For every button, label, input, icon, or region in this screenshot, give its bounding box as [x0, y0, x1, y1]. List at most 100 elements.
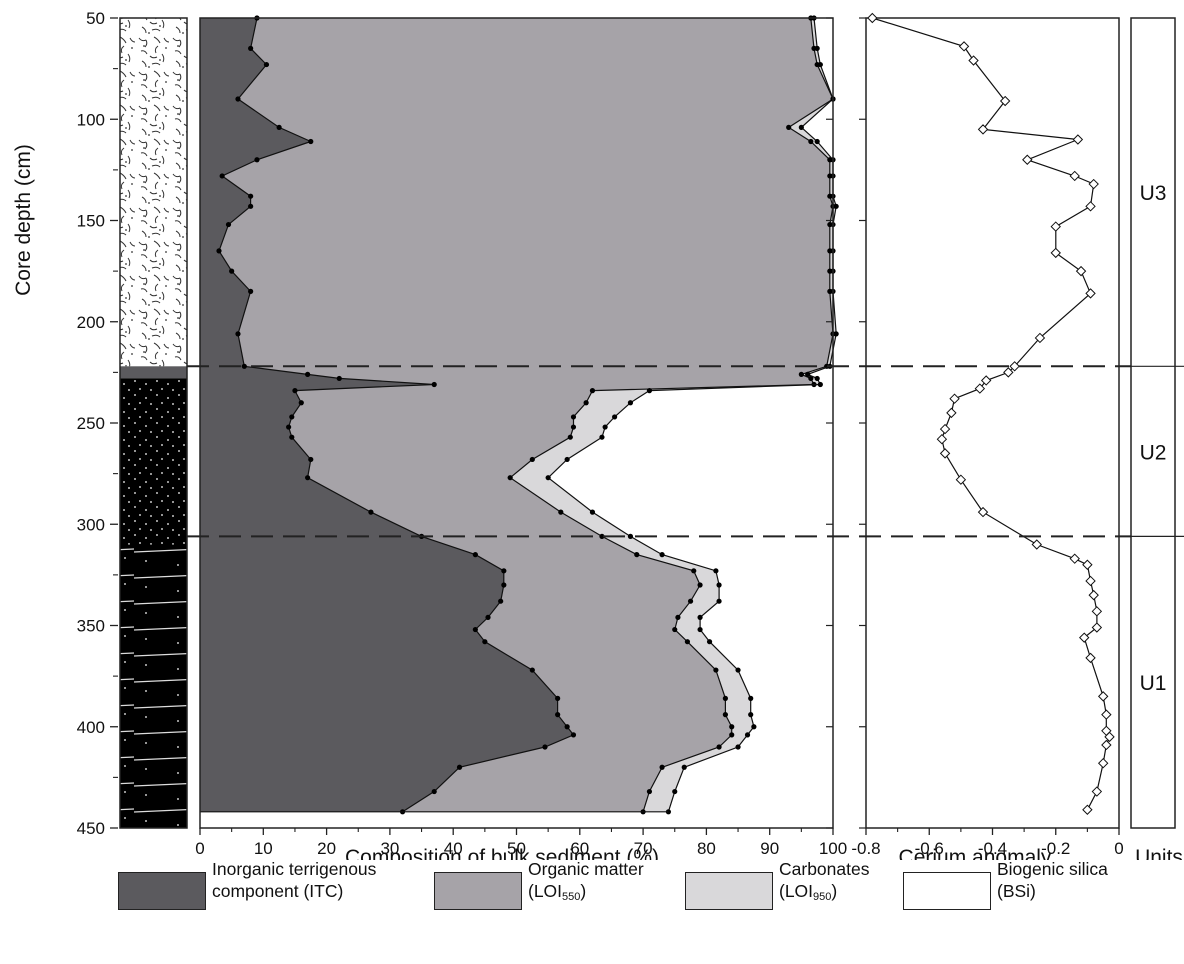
point-carbonates [665, 809, 672, 815]
y-tick-label: 250 [77, 414, 105, 433]
units-column: U3 U2 U1 [1130, 17, 1176, 829]
cerium-x-tick-label: -0.4 [978, 839, 1007, 858]
point-carbonates [751, 724, 757, 730]
cerium-point [980, 375, 992, 386]
cerium-point [1097, 691, 1109, 702]
point-organic [570, 414, 577, 420]
x-axis-title: Composition of bulk sediment (%) [345, 846, 659, 860]
legend-swatch-carbonates [685, 872, 773, 910]
point-itc [248, 288, 254, 294]
cerium-x-tick-label: -0.2 [1041, 839, 1070, 858]
cerium-point [977, 124, 989, 135]
legend-label-bsi: Biogenic silica (BSi) [997, 859, 1108, 901]
units-title: Units [1135, 846, 1183, 860]
cerium-point [1101, 739, 1112, 751]
y-tick-label: 150 [77, 212, 105, 231]
cerium-point [958, 41, 970, 52]
point-organic [722, 712, 728, 718]
cerium-point [977, 506, 989, 518]
point-itc [225, 221, 232, 228]
legend-swatch-organic [434, 872, 522, 910]
composition-lines [200, 15, 839, 815]
point-itc [431, 381, 437, 388]
point-itc [241, 363, 247, 369]
point-carbonates [744, 732, 751, 738]
point-carbonates [599, 434, 605, 440]
point-itc [235, 331, 241, 337]
point-carbonates [833, 203, 839, 209]
point-carbonates [735, 744, 741, 750]
x-tick-label: 30 [380, 839, 399, 858]
unit-label-u3: U3 [1140, 182, 1167, 205]
point-carbonates [612, 414, 618, 420]
point-itc [456, 764, 463, 770]
x-tick-label: 20 [317, 839, 336, 858]
legend-label-itc: Inorganic terrigenous component (ITC) [212, 859, 377, 901]
point-itc [286, 424, 292, 430]
point-carbonates [697, 626, 703, 633]
cerium-point [1085, 575, 1096, 587]
x-tick-label: 90 [760, 839, 779, 858]
cerium-point [1031, 539, 1042, 550]
point-itc [501, 582, 507, 588]
point-itc [235, 96, 241, 102]
point-organic [798, 371, 804, 377]
point-carbonates [814, 138, 820, 145]
legend: Inorganic terrigenous component (ITC) Or… [0, 858, 1184, 964]
x-tick-label: 40 [444, 839, 463, 858]
x-tick-label: 60 [570, 839, 589, 858]
cerium-point [1091, 786, 1103, 797]
point-itc [472, 626, 478, 633]
composition-areas [200, 18, 837, 812]
point-itc [501, 568, 507, 574]
legend-item-itc: Inorganic terrigenous component (ITC) [118, 858, 376, 910]
point-itc [229, 268, 235, 274]
point-carbonates [716, 598, 722, 604]
point-organic [697, 582, 703, 588]
point-carbonates [814, 375, 820, 382]
point-organic [808, 375, 814, 382]
point-itc [431, 788, 437, 795]
lithology-segment-2 [120, 366, 187, 379]
point-itc [529, 667, 535, 673]
cerium-x-tick-label: -0.6 [915, 839, 944, 858]
point-organic [507, 475, 513, 481]
legend-swatch-bsi [903, 872, 991, 910]
legend-label-organic: Organic matter (LOI550) [528, 859, 644, 903]
point-carbonates [735, 667, 741, 673]
cerium-point [1082, 559, 1093, 570]
lithology-segment-4 [120, 544, 187, 828]
cerium-axis-title: Cerium anomaly [899, 846, 1052, 860]
lithology-frame [119, 17, 188, 829]
point-organic [687, 598, 694, 604]
cerium-point [1003, 367, 1014, 378]
cerium-point [1072, 134, 1084, 145]
point-itc [308, 456, 314, 463]
y-tick-label: 450 [77, 819, 105, 838]
cerium-point [946, 407, 957, 419]
y-tick-label: 50 [86, 9, 105, 28]
point-organic [529, 456, 535, 463]
cerium-point [1069, 553, 1080, 564]
point-organic [599, 533, 605, 540]
y-tick-label: 300 [77, 515, 105, 534]
cerium-point [939, 448, 951, 459]
point-organic [570, 424, 577, 430]
legend-item-bsi: Biogenic silica (BSi) [903, 858, 1108, 910]
point-carbonates [681, 764, 687, 770]
point-organic [646, 788, 653, 795]
cerium-point [867, 12, 878, 24]
cerium-point [1085, 652, 1096, 664]
point-carbonates [589, 509, 596, 515]
unit-boundaries [187, 365, 1184, 538]
cerium-point [1034, 332, 1046, 344]
point-itc [308, 138, 314, 145]
point-carbonates [602, 424, 608, 430]
cerium-point [1085, 288, 1096, 299]
cerium-point [1085, 201, 1096, 212]
point-organic [713, 667, 719, 673]
point-carbonates [627, 400, 634, 406]
cerium-point [1075, 265, 1087, 277]
lithology-column [119, 17, 188, 829]
point-carbonates [706, 639, 713, 645]
